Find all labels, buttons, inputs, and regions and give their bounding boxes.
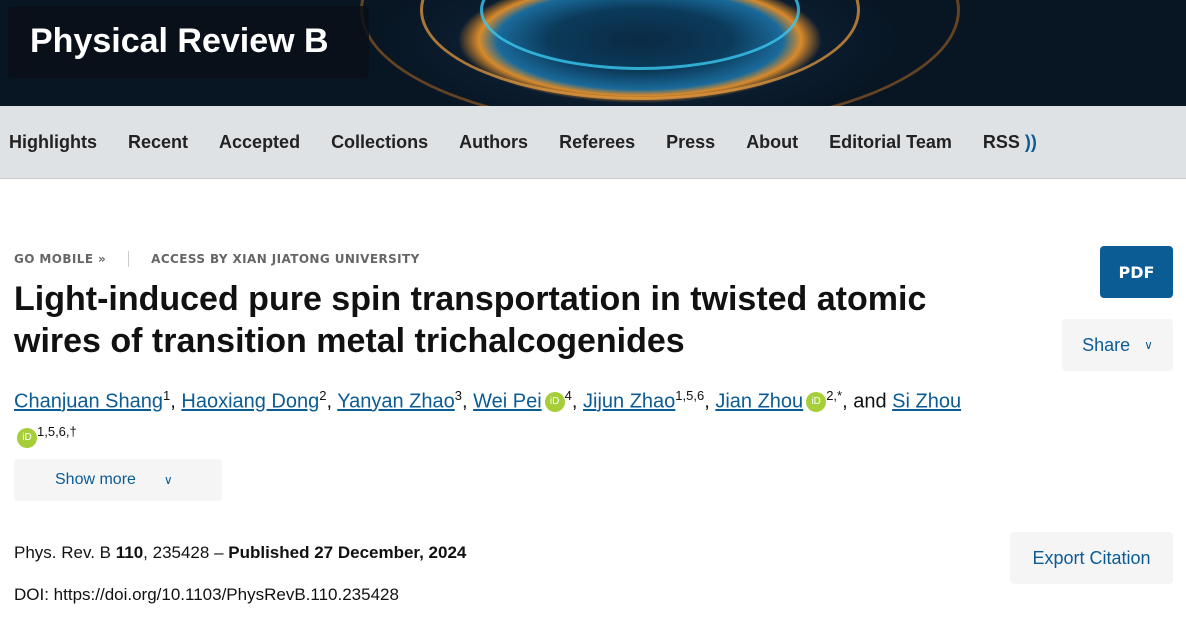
article-title: Light-induced pure spin transportation i…	[14, 280, 927, 360]
author-link[interactable]: Si Zhou	[892, 390, 962, 413]
affiliation-sup: 2,*	[826, 388, 843, 403]
author-link[interactable]: Yanyan Zhao	[337, 390, 455, 413]
affiliation-sup: 1,5,6	[675, 388, 705, 403]
pdf-button[interactable]: PDF	[1100, 246, 1173, 298]
chevron-down-icon: ∨	[163, 473, 173, 487]
doi: DOI: https://doi.org/10.1103/PhysRevB.11…	[14, 585, 399, 604]
nav-highlights[interactable]: Highlights	[9, 131, 97, 152]
affiliation-sup: 4	[564, 388, 572, 403]
volume: 110	[115, 543, 144, 562]
orcid-icon[interactable]: iD	[17, 428, 37, 449]
author-link[interactable]: Haoxiang Dong	[181, 390, 320, 413]
meta-bar: GO MOBILE » ACCESS BY XIAN JIATONG UNIVE…	[14, 251, 420, 267]
and-text: and	[853, 390, 887, 413]
banner-decoration	[360, 0, 960, 106]
divider	[128, 251, 130, 267]
published-date: Published 27 December, 2024	[228, 543, 467, 562]
nav-accepted[interactable]: Accepted	[219, 131, 301, 152]
show-more-button[interactable]: Show more ∨	[14, 459, 222, 501]
author-link[interactable]: Jijun Zhao	[583, 390, 676, 413]
journal-title[interactable]: Physical Review B	[8, 6, 369, 78]
affiliation-sup: 2	[319, 388, 327, 403]
nav-authors[interactable]: Authors	[459, 131, 529, 152]
share-button[interactable]: Share ∨	[1062, 319, 1173, 371]
author-link[interactable]: Jian Zhou	[715, 390, 804, 413]
nav-rss[interactable]: RSS ))	[983, 132, 1037, 153]
rss-icon: ))	[1024, 131, 1037, 152]
orcid-icon[interactable]: iD	[544, 392, 565, 413]
author-list: Chanjuan Shang1, Haoxiang Dong2, Yanyan …	[14, 381, 1054, 452]
orcid-icon[interactable]: iD	[806, 392, 827, 413]
article-number: , 235428 –	[143, 543, 229, 562]
nav-editorial-team[interactable]: Editorial Team	[829, 131, 952, 152]
show-more-label: Show more	[55, 471, 136, 488]
nav-about[interactable]: About	[746, 131, 799, 152]
affiliation-sup: 1	[163, 388, 171, 403]
journal-banner: Physical Review B	[0, 0, 1186, 106]
nav-rss-label: RSS	[982, 131, 1020, 152]
nav-collections[interactable]: Collections	[331, 131, 429, 152]
nav-referees[interactable]: Referees	[559, 131, 636, 152]
citation-line: Phys. Rev. B 110, 235428 – Published 27 …	[14, 543, 466, 563]
export-citation-button[interactable]: Export Citation	[1010, 532, 1173, 584]
affiliation-sup: 3	[454, 388, 462, 403]
author-link[interactable]: Chanjuan Shang	[14, 390, 164, 413]
affiliation-sup: 1,5,6,†	[37, 423, 77, 439]
journal-ref: Phys. Rev. B	[14, 543, 111, 562]
nav-recent[interactable]: Recent	[128, 131, 189, 152]
go-mobile-link[interactable]: GO MOBILE »	[14, 252, 107, 266]
author-link[interactable]: Wei Pei	[473, 390, 542, 413]
access-label: ACCESS BY XIAN JIATONG UNIVERSITY	[151, 252, 420, 266]
share-label: Share	[1082, 334, 1131, 355]
nav-press[interactable]: Press	[666, 131, 716, 152]
main-nav: Highlights Recent Accepted Collections A…	[0, 106, 1186, 179]
chevron-down-icon: ∨	[1144, 338, 1153, 352]
